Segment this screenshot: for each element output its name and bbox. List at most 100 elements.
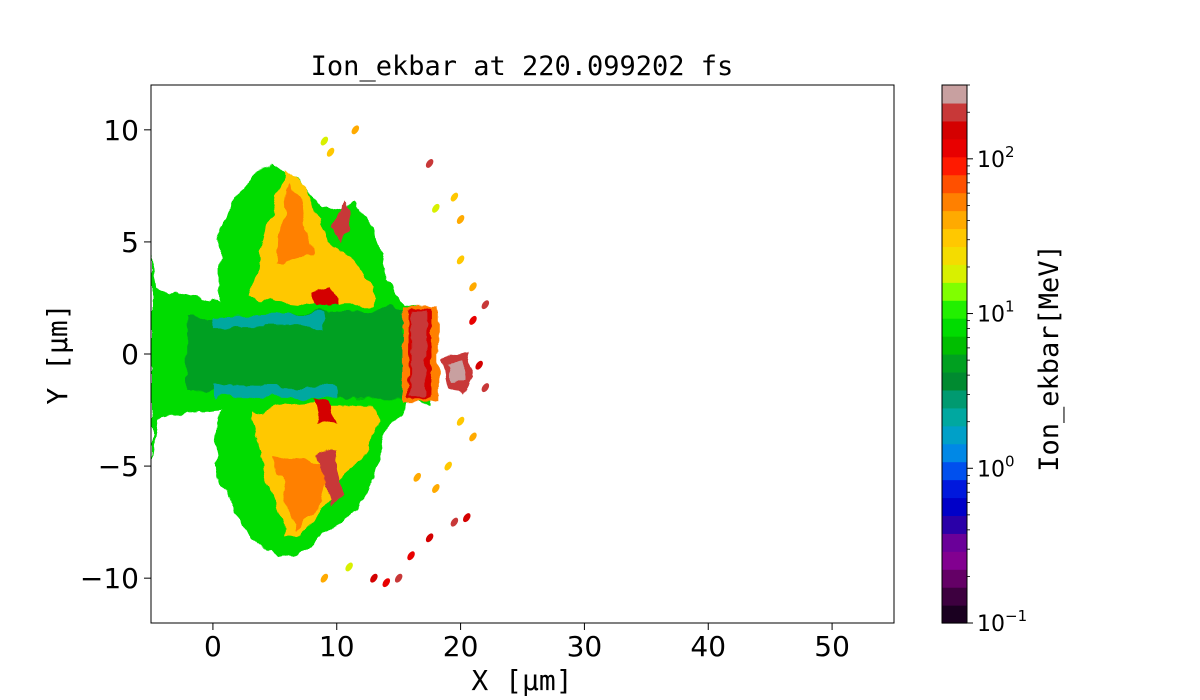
y-axis: −10 −5 0 5 10 — [80, 114, 151, 595]
colorbar-band — [942, 264, 967, 283]
heatmap-field — [151, 125, 490, 588]
colorbar-band — [942, 461, 967, 481]
colorbar-band — [942, 533, 967, 552]
region-hotspot-mid-upper — [312, 286, 337, 310]
fragment — [320, 573, 329, 583]
fragment — [469, 282, 477, 292]
fragment — [469, 432, 477, 442]
fragment — [425, 159, 434, 168]
colorbar-band — [942, 85, 967, 104]
colorbar-band — [942, 228, 967, 247]
colorbar-band — [942, 318, 967, 337]
colorbar-band — [942, 192, 967, 212]
colorbar-band — [942, 551, 967, 570]
colorbar-tick-label: 10−1 — [977, 607, 1027, 637]
y-tick-label: 0 — [121, 338, 139, 371]
y-tick-label: 10 — [103, 114, 139, 147]
colorbar-band — [942, 605, 967, 624]
colorbar-tick-label: 101 — [977, 298, 1015, 328]
x-axis: 0 10 20 30 40 50 — [204, 623, 850, 663]
colorbar-tick-label: 102 — [977, 143, 1015, 173]
colorbar-band — [942, 371, 967, 391]
colorbar-band — [942, 336, 967, 355]
region-upper-hot — [274, 185, 312, 265]
colorbar-band — [942, 515, 967, 534]
region-lower-hot — [274, 454, 331, 529]
fragment — [469, 315, 477, 325]
fragment — [432, 203, 440, 213]
fragment — [345, 562, 353, 572]
fragment — [456, 215, 465, 224]
fragment — [450, 192, 459, 202]
fragment — [456, 416, 465, 426]
colorbar-band — [942, 282, 967, 301]
colorbar-band — [942, 156, 967, 176]
fragment — [413, 472, 422, 482]
x-tick-label: 30 — [567, 630, 603, 663]
region-bunch-core — [448, 360, 466, 381]
x-tick-label: 20 — [443, 630, 479, 663]
colorbar-band — [942, 479, 967, 499]
fragment — [425, 533, 434, 543]
x-axis-label: X [μm] — [471, 664, 572, 697]
x-tick-label: 10 — [319, 630, 355, 663]
colorbar-label: Ion_ekbar[MeV] — [1034, 244, 1065, 472]
fragment — [326, 147, 335, 157]
colorbar-band — [942, 102, 967, 122]
fragment — [382, 578, 391, 588]
colorbar-band — [942, 497, 967, 516]
fragment — [407, 551, 415, 561]
fragment — [370, 573, 378, 583]
x-tick-label: 50 — [814, 630, 850, 663]
colorbar — [941, 84, 968, 624]
colorbar-band — [942, 389, 967, 409]
colorbar-band — [942, 210, 967, 230]
colorbar-band — [942, 425, 967, 445]
colorbar-band — [942, 120, 967, 140]
fragment — [462, 513, 471, 523]
colorbar-band — [942, 300, 967, 319]
fragment — [351, 125, 360, 135]
fragment — [456, 255, 465, 265]
region-hotspot-upper — [330, 197, 352, 242]
plot-area — [150, 84, 895, 624]
colorbar-band — [942, 569, 967, 588]
chart-title: Ion_ekbar at 220.099202 fs — [311, 51, 734, 82]
region-teal-lower — [212, 385, 337, 399]
ion-bunch — [442, 351, 473, 395]
y-tick-label: 5 — [121, 226, 139, 259]
colorbar-frame — [941, 84, 968, 624]
fragment — [475, 360, 483, 370]
fragment — [444, 461, 452, 471]
plasma-body — [151, 161, 430, 561]
fragment — [481, 383, 490, 393]
y-tick-label: −5 — [98, 450, 139, 483]
colorbar-band — [942, 138, 967, 158]
region-core-band — [188, 309, 405, 399]
colorbar-band — [942, 354, 967, 373]
region-teal-upper — [212, 313, 325, 328]
colorbar-band — [942, 587, 967, 606]
fragment — [432, 484, 440, 493]
fragment — [394, 573, 403, 583]
colorbar-ticks: 10−1 100 101 102 — [967, 84, 1027, 637]
colorbar-tick-label: 100 — [977, 452, 1015, 482]
colorbar-band — [942, 174, 967, 194]
colorbar-band — [942, 407, 967, 427]
x-tick-label: 40 — [690, 630, 726, 663]
shock-front — [402, 306, 439, 402]
colorbar-band — [942, 443, 967, 463]
region-hotspot-mid-lower — [312, 398, 337, 426]
colorbar-band — [942, 246, 967, 265]
region-front-core — [411, 311, 426, 397]
x-tick-label: 0 — [204, 630, 222, 663]
fragment — [320, 136, 329, 146]
y-axis-label: Y [μm] — [41, 303, 74, 404]
y-tick-label: −10 — [80, 562, 139, 595]
fragment — [450, 517, 459, 527]
fragment — [481, 300, 490, 310]
region-hotspot-lower — [318, 448, 343, 507]
region-upper-lobe — [250, 167, 374, 305]
fragments — [320, 125, 490, 588]
